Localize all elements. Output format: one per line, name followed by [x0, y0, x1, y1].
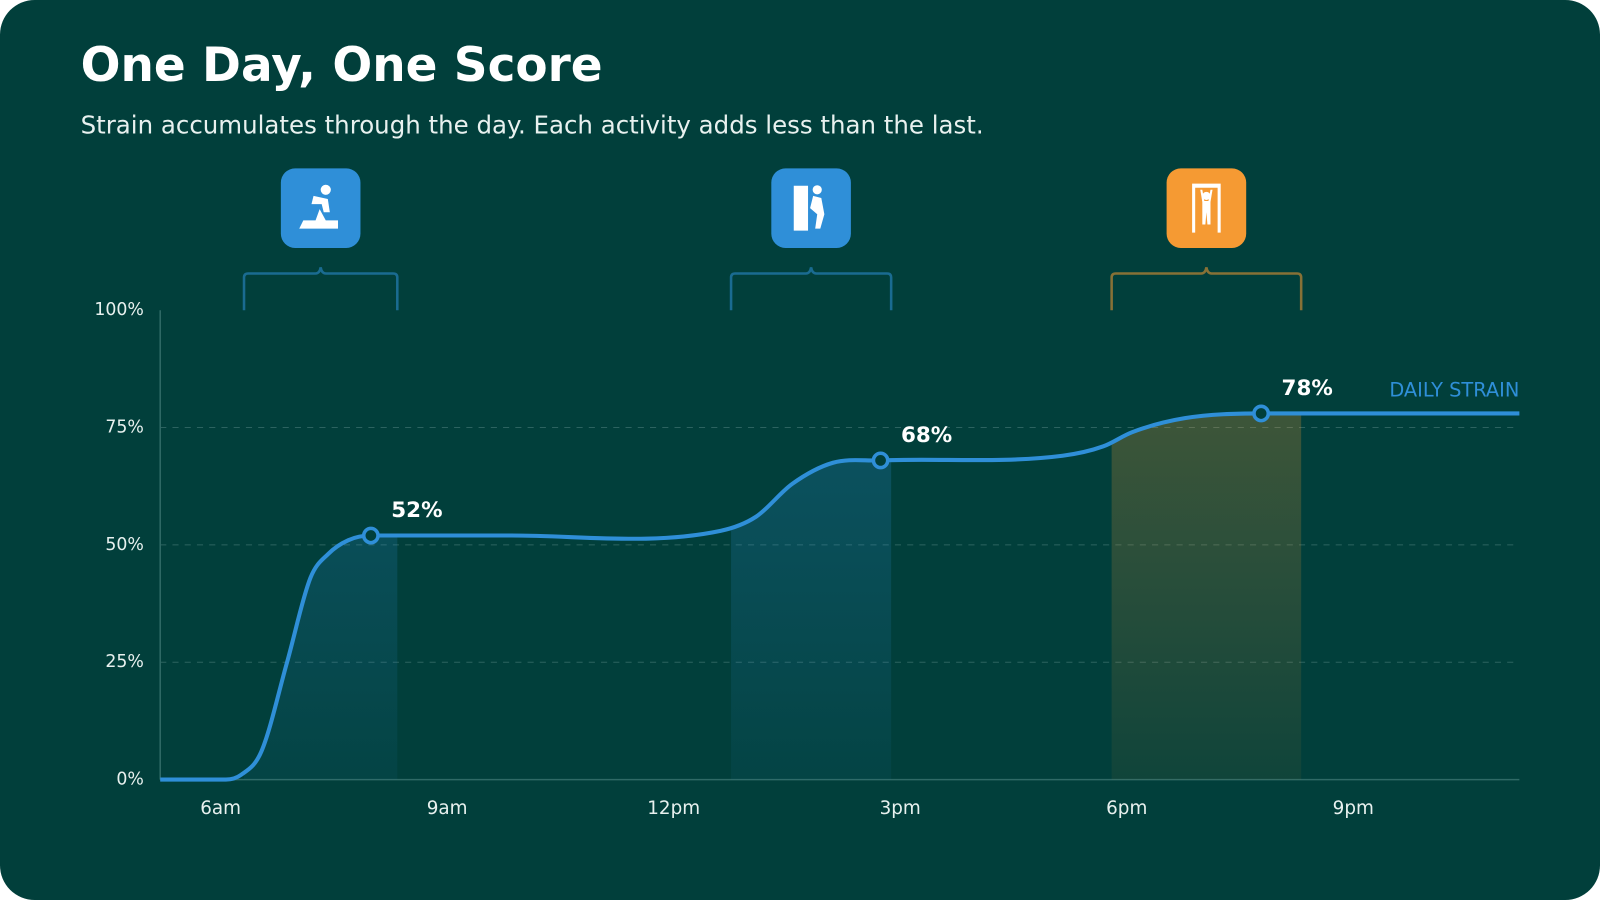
x-tick-label: 9am [427, 798, 468, 819]
activity-bracket [242, 267, 399, 311]
point-label: 78% [1282, 376, 1333, 401]
point-label: 52% [391, 498, 442, 523]
y-tick-label: 25% [105, 652, 144, 672]
x-tick-label: 3pm [880, 798, 921, 819]
point-label: 68% [901, 423, 952, 448]
point-marker [361, 526, 380, 545]
activity-icon [771, 168, 851, 248]
icon-glyph [812, 185, 822, 195]
activity-shade [1111, 413, 1302, 780]
x-tick-label: 12pm [647, 798, 700, 819]
chart-title: One Day, One Score [81, 38, 603, 93]
x-tick-label: 6am [200, 798, 241, 819]
icon-glyph [1200, 189, 1213, 225]
activity-bracket [729, 267, 893, 311]
y-tick-label: 100% [94, 300, 144, 320]
icon-glyph [299, 195, 339, 229]
icon-art [793, 185, 825, 231]
x-tick-label: 9pm [1333, 798, 1374, 819]
icon-glyph [810, 195, 825, 229]
y-tick-label: 50% [105, 535, 144, 555]
point-marker [871, 451, 890, 470]
series-label: DAILY STRAIN [1389, 378, 1519, 401]
icon-tile [280, 168, 361, 248]
icon-glyph [320, 184, 331, 195]
activity-bracket [1110, 267, 1303, 311]
activity-icon [280, 168, 361, 248]
point-marker [1252, 404, 1271, 423]
y-tick-label: 75% [105, 418, 144, 438]
icon-glyph [1192, 183, 1221, 233]
icon-art [299, 184, 339, 229]
icon-art [1192, 183, 1221, 233]
y-tick-label: 0% [116, 770, 143, 790]
icon-glyph [793, 185, 809, 231]
activity-icon [1166, 168, 1247, 248]
line [160, 411, 1520, 782]
x-tick-label: 6pm [1106, 798, 1147, 819]
chart-subtitle: Strain accumulates through the day. Each… [81, 111, 984, 140]
icon-glyph [1202, 191, 1211, 200]
